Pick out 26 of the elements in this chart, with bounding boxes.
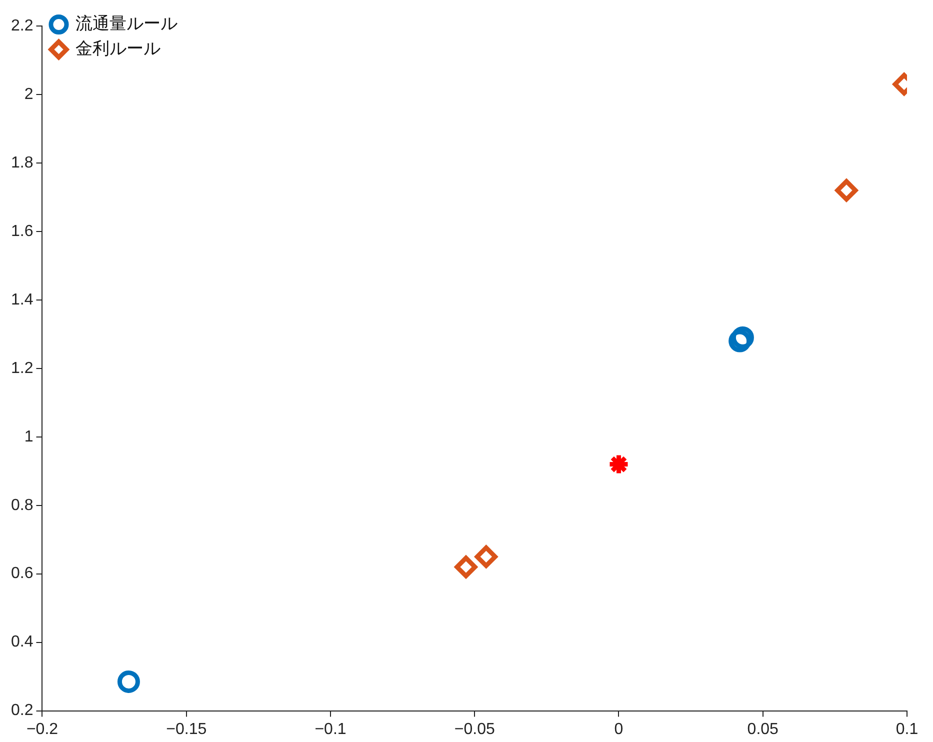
y-tick-label: 1.6: [10, 222, 34, 240]
legend-label: 流通量ルール: [76, 14, 178, 34]
x-tick-label: 0: [614, 720, 624, 738]
point: [117, 670, 140, 693]
point: [474, 545, 498, 568]
x-tick-label: −0.15: [166, 720, 207, 738]
x-tick-label: 0.05: [747, 720, 779, 738]
y-tick-label: 2.2: [10, 17, 34, 34]
x-tick-label: −0.1: [314, 720, 346, 738]
legend-label: 金利ルール: [76, 39, 161, 58]
point: [731, 326, 754, 349]
y-tick-label: 1: [24, 428, 34, 446]
y-tick-label: 1.4: [10, 291, 34, 308]
y-tick-label: 1.8: [10, 154, 34, 172]
x-tick-label: −0.2: [26, 720, 58, 738]
y-tick-label: 1.2: [10, 360, 34, 377]
y-tick-label: 0.6: [10, 565, 34, 582]
point: [728, 330, 752, 352]
x-tick-label: −0.05: [454, 720, 495, 738]
y-tick-label: 0.8: [10, 496, 34, 514]
point: [454, 556, 478, 578]
y-tick-label: 0.2: [10, 702, 34, 720]
x-tick-label: 0.1: [896, 720, 918, 738]
y-tick-label: 0.4: [10, 634, 34, 651]
y-tick-label: 2: [24, 86, 34, 103]
point: [835, 179, 858, 202]
